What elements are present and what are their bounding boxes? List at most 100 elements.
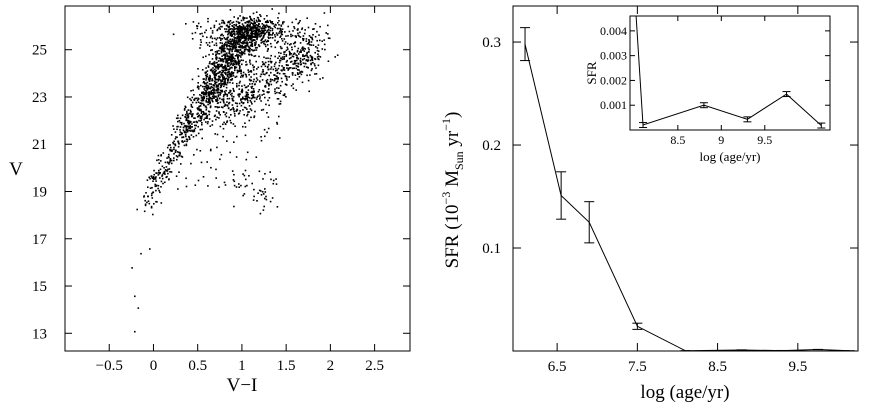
cmd-star — [241, 91, 243, 94]
cmd-star — [230, 31, 232, 34]
cmd-star — [265, 45, 267, 48]
cmd-star — [243, 174, 246, 177]
cmd-star — [223, 101, 225, 104]
cmd-star — [175, 155, 178, 157]
cmd-star — [235, 186, 238, 188]
cmd-star — [227, 21, 229, 24]
cmd-star — [267, 83, 270, 85]
cmd-star — [240, 104, 243, 107]
cmd-star — [232, 106, 234, 109]
cmd-star — [240, 56, 242, 58]
cmd-star — [334, 56, 336, 58]
cmd-star — [264, 135, 266, 138]
cmd-star — [221, 69, 223, 72]
cmd-star — [244, 73, 247, 76]
cmd-star — [187, 129, 189, 132]
cmd-star — [156, 201, 158, 203]
cmd-star — [218, 117, 220, 119]
cmd-star — [248, 41, 251, 44]
cmd-star — [255, 80, 257, 83]
cmd-star — [172, 141, 174, 144]
cmd-star — [175, 136, 177, 138]
cmd-star — [229, 73, 231, 76]
cmd-star — [271, 34, 274, 36]
cmd-star — [227, 71, 229, 74]
cmd-xtick-label: −0.5 — [96, 358, 123, 374]
cmd-star — [231, 60, 233, 63]
cmd-star — [278, 24, 280, 26]
cmd-star — [279, 84, 282, 87]
cmd-star — [227, 62, 229, 64]
cmd-star — [229, 93, 232, 96]
cmd-star — [327, 24, 329, 27]
cmd-star — [263, 29, 266, 32]
cmd-star — [215, 53, 217, 56]
cmd-star — [242, 19, 245, 21]
cmd-star — [217, 85, 219, 88]
cmd-star — [267, 21, 269, 23]
cmd-star — [283, 56, 286, 58]
cmd-star — [186, 131, 189, 133]
cmd-star — [298, 21, 300, 24]
cmd-star — [296, 50, 299, 53]
cmd-star — [205, 95, 208, 98]
cmd-star — [235, 45, 237, 48]
cmd-star — [222, 123, 224, 126]
cmd-star — [260, 136, 262, 138]
cmd-star — [241, 27, 244, 29]
cmd-star — [209, 100, 211, 103]
cmd-star — [229, 34, 232, 37]
cmd-star — [224, 54, 226, 57]
cmd-star — [293, 26, 295, 28]
cmd-star — [300, 60, 302, 63]
cmd-star — [268, 33, 271, 36]
cmd-star — [249, 59, 251, 62]
cmd-star — [280, 57, 283, 60]
cmd-star — [300, 49, 302, 51]
cmd-star — [200, 109, 202, 112]
cmd-star — [307, 56, 310, 59]
cmd-star — [239, 31, 241, 33]
cmd-star — [192, 113, 194, 115]
cmd-star — [146, 201, 148, 204]
cmd-star — [154, 185, 157, 188]
cmd-star — [202, 91, 204, 94]
cmd-star — [193, 94, 195, 96]
cmd-star — [169, 171, 171, 173]
cmd-star — [253, 115, 256, 117]
sfr-xtick-label: 8.5 — [708, 359, 727, 375]
cmd-star — [282, 94, 285, 96]
cmd-star — [227, 32, 230, 35]
cmd-star — [240, 76, 242, 78]
cmd-star — [227, 75, 229, 78]
cmd-star — [265, 103, 267, 106]
cmd-star — [191, 106, 194, 108]
cmd-star — [240, 42, 243, 44]
cmd-star — [228, 44, 231, 47]
cmd-star — [304, 29, 306, 31]
cmd-star — [236, 108, 238, 111]
cmd-star — [195, 97, 198, 100]
cmd-star — [232, 179, 235, 181]
cmd-star — [176, 128, 178, 131]
cmd-star — [244, 17, 246, 19]
cmd-star — [253, 78, 255, 81]
cmd-star — [273, 25, 276, 27]
cmd-star — [274, 36, 277, 38]
cmd-star — [265, 26, 267, 29]
cmd-star — [200, 26, 202, 28]
cmd-star — [261, 38, 263, 40]
cmd-star — [282, 66, 285, 69]
cmd-star — [222, 69, 225, 72]
cmd-star — [220, 50, 223, 52]
cmd-star — [181, 114, 184, 117]
cmd-xtick-label: 1.5 — [277, 358, 296, 374]
cmd-star — [240, 69, 242, 71]
cmd-ytick-label: 15 — [32, 279, 47, 295]
cmd-xtick-label: 2 — [327, 358, 335, 374]
cmd-star — [245, 64, 247, 66]
cmd-star — [232, 71, 235, 74]
cmd-star — [207, 17, 209, 20]
cmd-star — [213, 62, 216, 65]
